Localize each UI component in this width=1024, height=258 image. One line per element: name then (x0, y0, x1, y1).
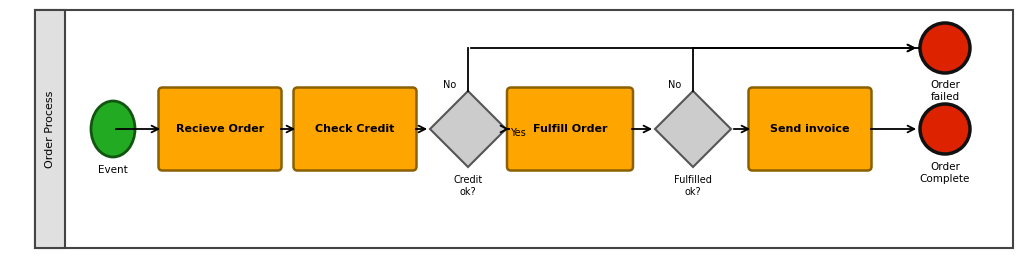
Text: Yes: Yes (510, 128, 525, 138)
Text: Fulfill Order: Fulfill Order (532, 124, 607, 134)
Polygon shape (430, 91, 506, 167)
Text: Order
failed: Order failed (930, 80, 959, 102)
Text: Order
Complete: Order Complete (920, 162, 970, 184)
Text: Order Process: Order Process (45, 90, 55, 168)
Text: No: No (669, 80, 682, 90)
Circle shape (920, 104, 970, 154)
Bar (35, 10, 65, 248)
Text: Credit
ok?: Credit ok? (454, 175, 482, 197)
Text: Check Credit: Check Credit (315, 124, 394, 134)
FancyBboxPatch shape (749, 87, 871, 171)
Ellipse shape (91, 101, 135, 157)
Text: Send invoice: Send invoice (770, 124, 850, 134)
Text: No: No (443, 80, 457, 90)
Text: Recieve Order: Recieve Order (176, 124, 264, 134)
FancyBboxPatch shape (294, 87, 417, 171)
Polygon shape (655, 91, 731, 167)
FancyBboxPatch shape (159, 87, 282, 171)
Text: Fulfilled
ok?: Fulfilled ok? (674, 175, 712, 197)
Text: Event: Event (98, 165, 128, 175)
FancyBboxPatch shape (507, 87, 633, 171)
Circle shape (920, 23, 970, 73)
